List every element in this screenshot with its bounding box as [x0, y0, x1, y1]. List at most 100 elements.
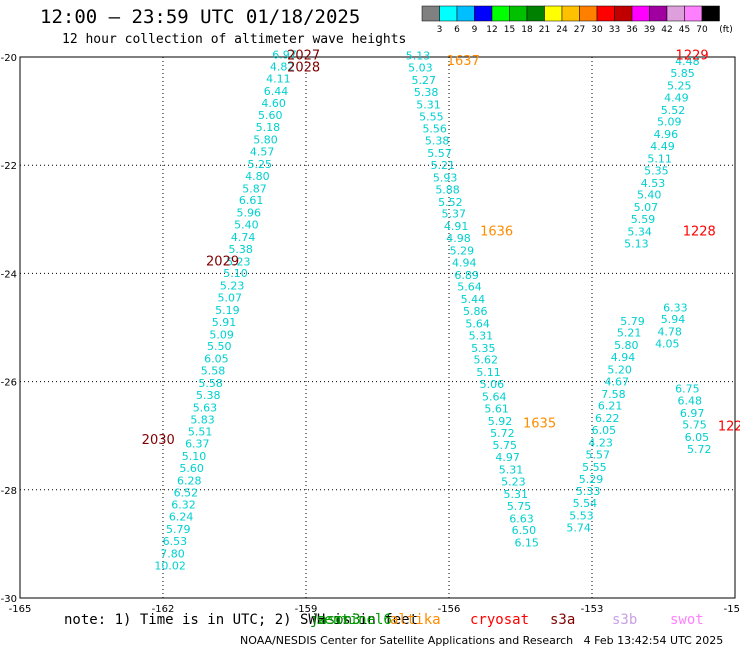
track-number-label: 1228: [683, 225, 716, 240]
swh-data-label: 5.80: [253, 134, 278, 147]
swh-data-label: 6.15: [514, 537, 539, 550]
swh-data-label: 5.75: [507, 500, 532, 513]
track-number-label: 1229: [676, 49, 709, 64]
swh-data-label: 4.57: [250, 145, 275, 158]
colorbar-tick-label: 45: [679, 25, 690, 35]
swh-data-label: 5.31: [416, 98, 441, 111]
swh-data-label: 5.40: [637, 189, 662, 202]
swh-data-label: 4.53: [641, 177, 666, 190]
y-tick-label: -20: [1, 53, 17, 64]
swh-data-label: 5.27: [411, 74, 436, 87]
swh-data-label: 5.57: [585, 448, 610, 461]
swh-data-label: 5.58: [201, 365, 226, 378]
x-tick-label: -165: [9, 604, 32, 615]
swh-data-label: 5.34: [627, 226, 652, 239]
plot-frame: [19, 56, 736, 599]
swh-data-label: 4.49: [664, 91, 689, 104]
swh-data-label: 5.18: [256, 121, 281, 134]
swh-data-label: 6.28: [177, 474, 202, 487]
y-tick-label: -26: [1, 378, 17, 389]
swh-data-label: 5.58: [198, 377, 223, 390]
swh-data-label: 5.33: [576, 485, 601, 498]
swh-data-label: 6.63: [509, 512, 534, 525]
swh-data-label: 6.05: [592, 424, 617, 437]
swh-data-label: 5.29: [579, 473, 604, 486]
page-subtitle: 12 hour collection of altimeter wave hei…: [62, 32, 407, 47]
swh-data-label: 5.31: [469, 329, 494, 342]
y-tick-label: -30: [1, 594, 17, 605]
colorbar-tick-label: 6: [454, 25, 460, 35]
swh-data-label: 6.05: [204, 353, 229, 366]
swh-data-label: 5.06: [480, 378, 505, 391]
swh-data-label: 5.60: [179, 462, 204, 475]
satellite-legend-sentinel6: sentinel6: [316, 612, 392, 628]
swh-data-label: 5.19: [215, 304, 240, 317]
swh-data-label: 4.48: [675, 55, 700, 68]
swh-data-label: 6.05: [685, 431, 710, 444]
swh-data-label: 5.29: [450, 244, 475, 257]
swh-data-label: 5.11: [476, 366, 501, 379]
swh-data-label: 5.55: [419, 110, 444, 123]
swh-data-label: 6.61: [239, 194, 264, 207]
swh-data-label: 5.11: [647, 152, 672, 165]
swh-data-label: 5.52: [438, 196, 463, 209]
swh-data-label: 6.21: [598, 400, 623, 413]
page-title: 12:00 – 23:59 UTC 01/18/2025: [40, 6, 361, 28]
swh-data-label: 5.88: [435, 183, 460, 196]
swh-data-label: 5.64: [465, 318, 490, 331]
colorbar-tick-label: 27: [574, 25, 585, 35]
swh-data-label: 5.09: [209, 328, 234, 341]
swh-data-label: 5.23: [220, 280, 245, 293]
x-tick-label: -156: [438, 604, 461, 615]
x-tick-label: -162: [152, 604, 175, 615]
swh-data-label: 4.91: [444, 220, 469, 233]
x-tick-label: -159: [295, 604, 318, 615]
track-number-label: 2029: [206, 254, 239, 269]
swh-data-label: 4.97: [495, 451, 520, 464]
swh-data-label: 5.10: [223, 267, 248, 280]
swh-data-label: 6.89: [454, 269, 479, 282]
swh-data-label: 5.51: [188, 426, 213, 439]
swh-data-label: 5.62: [473, 354, 498, 367]
satellite-legend-swot: swot: [670, 612, 704, 628]
swh-data-label: 5.96: [237, 207, 262, 220]
timestamp: 4 Feb 13:42:54 UTC 2025: [583, 634, 724, 647]
swh-data-label: 5.37: [442, 208, 467, 221]
colorbar-tick-label: 33: [609, 25, 620, 35]
swh-data-label: 6.37: [185, 438, 210, 451]
swh-data-label: 5.94: [661, 313, 686, 326]
swh-data-label: 5.23: [226, 255, 251, 268]
colorbar-tick-label: 70: [696, 25, 708, 35]
swh-data-label: 4.11: [266, 72, 291, 85]
swh-data-label: 5.38: [228, 243, 253, 256]
swh-data-label: 5.25: [248, 158, 273, 171]
swh-data-label: 5.52: [661, 104, 686, 117]
note-text: note: 1) Time is in UTC; 2) SWH is in fe…: [64, 612, 419, 628]
y-tick-label: -24: [1, 269, 17, 280]
swh-data-label: 5.38: [425, 135, 450, 148]
satellite-legend-s3b: s3b: [612, 612, 638, 628]
swh-data-label: 5.86: [463, 305, 488, 318]
track-number-label: 2030: [142, 433, 175, 448]
swh-data-label: 5.21: [617, 327, 642, 340]
swh-data-label: 6.53: [163, 535, 188, 548]
swh-data-label: 5.38: [414, 86, 439, 99]
swh-data-label: 5.23: [501, 475, 526, 488]
swh-data-label: 6.50: [512, 524, 537, 537]
swh-data-label: 5.55: [582, 461, 607, 474]
satellite-legend-jason3: jason3: [310, 612, 361, 628]
swh-data-label: 4.67: [605, 375, 630, 388]
track-number-label: 1636: [480, 225, 513, 240]
swh-data-label: 5.80: [614, 339, 639, 352]
swh-data-label: 6.75: [675, 382, 700, 395]
swh-data-label: 5.44: [461, 293, 486, 306]
swh-data-label: 5.31: [499, 464, 524, 477]
swh-data-label: 5.83: [190, 413, 215, 426]
swh-data-label: 4.60: [261, 97, 286, 110]
swh-data-label: 5.03: [408, 62, 433, 75]
swh-data-label: 5.13: [406, 50, 431, 63]
colorbar-tick-label: 21: [539, 25, 550, 35]
swh-data-label: 5.72: [687, 443, 712, 456]
swh-data-label: 7.58: [601, 388, 626, 401]
colorbar-swatch: [701, 5, 720, 22]
